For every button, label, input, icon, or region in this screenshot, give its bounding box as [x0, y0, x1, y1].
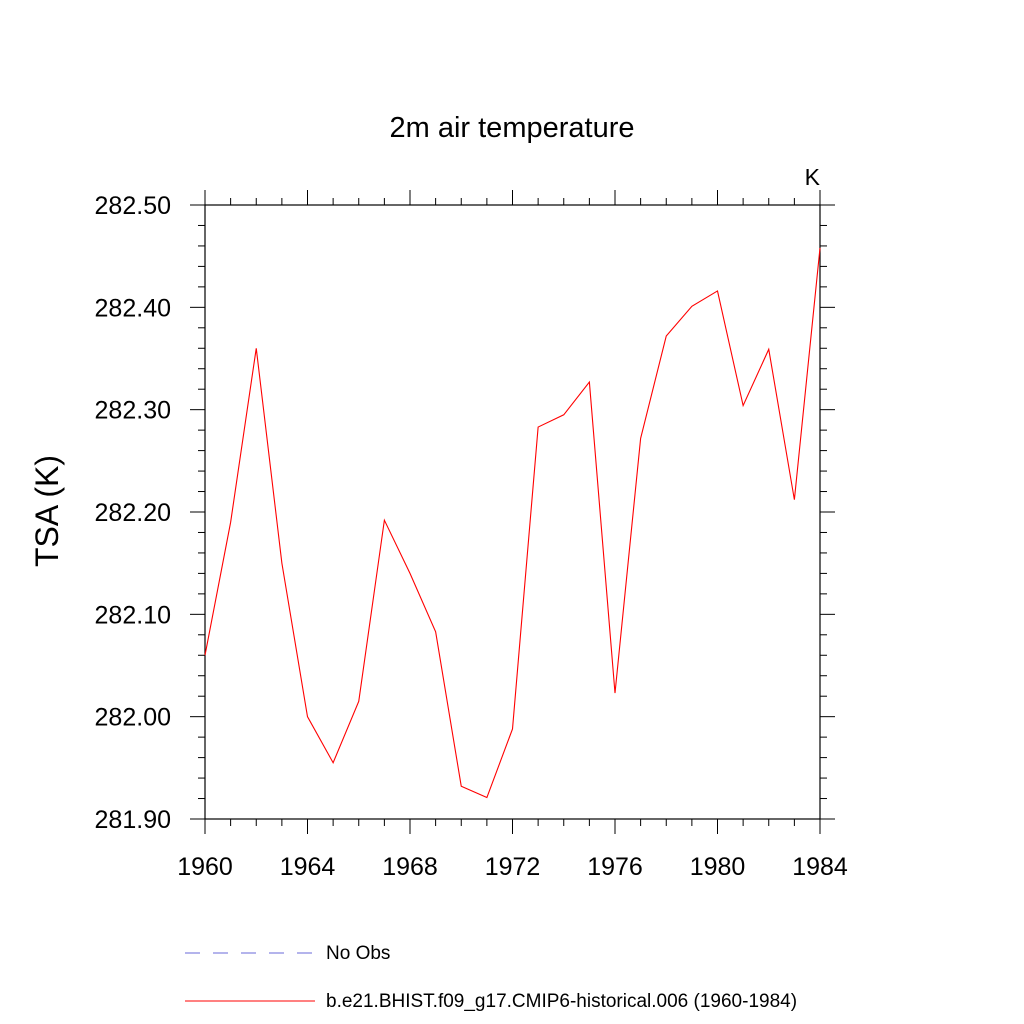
y-tick-label: 281.90 [95, 806, 171, 834]
y-tick-label: 282.10 [95, 601, 171, 629]
series-group [204, 247, 821, 799]
legend: No Obs b.e21.BHIST.f09_g17.CMIP6-histori… [185, 943, 797, 1012]
x-tick-label: 1972 [485, 853, 541, 881]
legend-label-historical: b.e21.BHIST.f09_g17.CMIP6-historical.006… [326, 991, 797, 1012]
y-tick-label: 282.50 [95, 192, 171, 220]
x-tick-label: 1976 [587, 853, 643, 881]
series-line-0 [204, 247, 821, 799]
x-tick-label: 1960 [177, 853, 233, 881]
y-tick-label: 282.20 [95, 499, 171, 527]
legend-label-no-obs: No Obs [326, 943, 390, 964]
x-tick-label: 1968 [382, 853, 438, 881]
x-tick-label: 1984 [792, 853, 848, 881]
y-tick-labels: 281.90 282.00 282.10 282.20 282.30 282.40 282.… [95, 192, 171, 834]
axis-ticks [190, 190, 835, 834]
y-tick-label: 282.30 [95, 397, 171, 425]
x-tick-label: 1980 [690, 853, 746, 881]
y-axis-label: TSA (K) [29, 455, 65, 567]
x-tick-label: 1964 [280, 853, 336, 881]
y-tick-label: 282.40 [95, 294, 171, 322]
x-tick-labels: 1960 1964 1968 1972 1976 1980 1984 [177, 853, 848, 881]
y-tick-label: 282.00 [95, 704, 171, 732]
chart-title: 2m air temperature [390, 112, 635, 144]
units-label: K [805, 164, 821, 190]
